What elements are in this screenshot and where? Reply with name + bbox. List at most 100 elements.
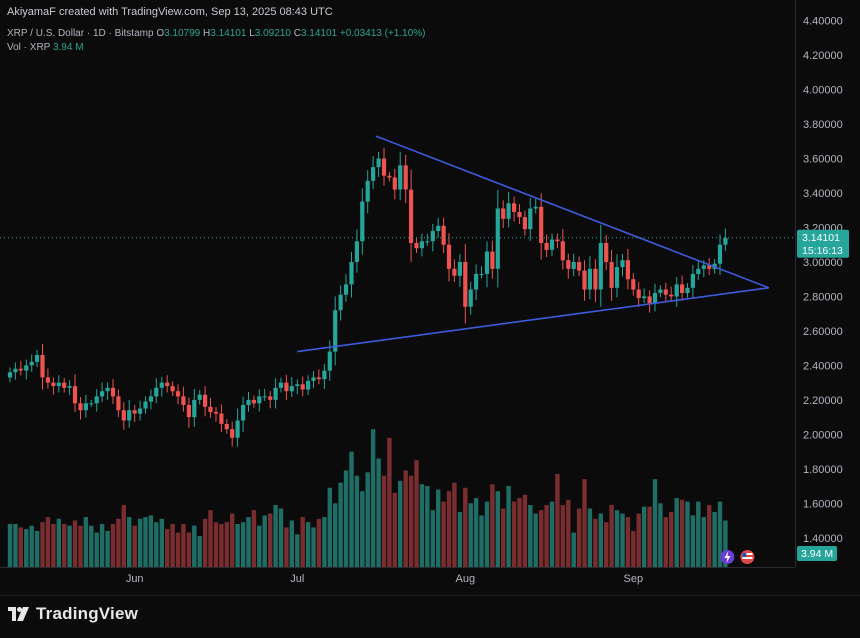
y-tick-label: 2.60000 <box>803 326 843 338</box>
candle-body <box>94 396 99 404</box>
ohlc-close: 3.14101 <box>300 28 338 39</box>
volume-bar <box>257 525 262 567</box>
candle-body <box>213 411 219 414</box>
y-tick-label: 2.40000 <box>803 360 843 372</box>
candle-body <box>474 274 479 290</box>
candle-body <box>381 158 387 176</box>
volume-bar <box>625 517 631 567</box>
candle-body <box>522 217 527 230</box>
candle-body <box>138 408 143 414</box>
volume-bar <box>614 510 620 567</box>
volume-bar <box>45 517 51 567</box>
candle-body <box>652 293 658 304</box>
candle-body <box>598 243 603 290</box>
candle-body <box>300 384 305 390</box>
volume-bar <box>679 499 685 567</box>
volume-bar <box>186 532 192 567</box>
candle-body <box>278 382 284 388</box>
candle-body <box>311 377 316 381</box>
y-tick-label: 3.40000 <box>803 188 843 200</box>
volume-bar <box>473 498 479 567</box>
volume-bar <box>636 513 641 567</box>
volume-bar <box>148 515 154 567</box>
x-tick-label: Aug <box>456 573 476 585</box>
volume-bar <box>490 484 495 567</box>
volume-bar <box>333 503 338 567</box>
candle-body <box>577 262 582 271</box>
candle-body <box>40 355 45 378</box>
candle-body <box>371 167 376 181</box>
flag-canton <box>742 553 747 557</box>
candle-body <box>604 243 609 262</box>
candle-body <box>685 287 690 293</box>
candle-body <box>197 394 202 400</box>
candle-body <box>24 365 29 371</box>
volume-bar <box>370 429 376 567</box>
tradingview-logo[interactable]: TradingView <box>8 604 138 624</box>
volume-bar <box>517 498 522 567</box>
volume-bar <box>327 487 332 567</box>
volume-bar <box>522 494 528 567</box>
candle-body <box>625 260 630 280</box>
volume-bar <box>224 522 229 567</box>
volume-bar <box>246 517 251 567</box>
volume-bar <box>235 524 240 567</box>
volume-bar <box>652 479 658 567</box>
ohlc-low-label: L <box>249 28 255 39</box>
candle-body <box>614 267 620 288</box>
volume-bar <box>457 511 463 567</box>
candle-body <box>306 380 311 390</box>
volume-bar <box>311 527 316 567</box>
volume-bar <box>360 491 365 567</box>
volume-bar <box>560 505 565 567</box>
candle-body <box>295 384 300 386</box>
y-tick-label: 1.80000 <box>803 464 843 476</box>
volume-bar <box>24 529 29 567</box>
lower-trendline <box>297 287 769 353</box>
candle-body <box>29 361 34 366</box>
volume-bar <box>441 501 446 567</box>
volume-bar <box>343 470 349 567</box>
volume-bar <box>587 508 593 567</box>
volume-bar <box>495 491 500 567</box>
candle-body <box>533 206 538 209</box>
candle-body <box>403 165 408 190</box>
volume-tag <box>797 546 837 561</box>
candle-body <box>246 399 251 406</box>
volume-value: 3.94 M <box>52 42 84 53</box>
candle-body <box>360 201 365 242</box>
candle-body <box>273 387 278 400</box>
volume-bar <box>446 491 452 567</box>
volume-bar <box>566 499 571 567</box>
volume-bar <box>338 482 343 567</box>
candle-body <box>208 406 213 412</box>
ohlc-open-label: O <box>156 28 165 39</box>
volume-bar <box>528 505 533 567</box>
volume-bar <box>284 527 289 567</box>
volume-bar <box>717 501 723 567</box>
volume-info: Vol · XRP 3.94 M <box>7 42 84 53</box>
candle-body <box>479 274 484 275</box>
price-tag-countdown: 15:16:13 <box>802 245 843 257</box>
volume-bar <box>143 517 148 567</box>
volume-bar <box>690 515 696 567</box>
candle-body <box>620 260 625 268</box>
candle-body <box>723 237 728 245</box>
volume-bar <box>197 536 202 567</box>
candle-body <box>452 268 457 276</box>
volume-bar <box>83 517 89 567</box>
volume-bar <box>159 518 164 567</box>
candle-body <box>251 399 256 404</box>
candle-body <box>235 420 240 438</box>
candle-body <box>463 262 468 307</box>
volume-bar <box>631 530 636 567</box>
volume-bar <box>230 513 235 567</box>
volume-bar <box>501 508 506 567</box>
candle-body <box>338 294 343 311</box>
candle-body <box>143 401 148 409</box>
volume-bar <box>544 505 549 567</box>
y-tick-label: 3.80000 <box>803 119 843 131</box>
candle-body <box>555 239 560 242</box>
volume-bar <box>181 524 186 567</box>
